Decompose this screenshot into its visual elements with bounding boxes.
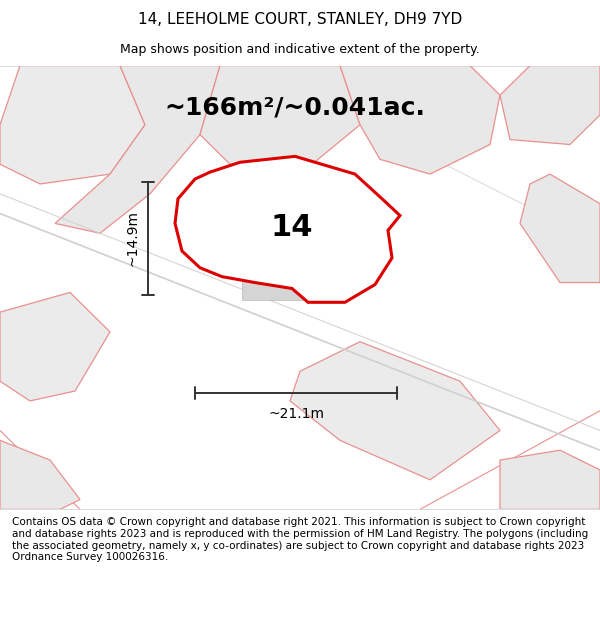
Polygon shape [500, 66, 600, 144]
Text: ~14.9m: ~14.9m [126, 210, 140, 266]
Text: Map shows position and indicative extent of the property.: Map shows position and indicative extent… [120, 42, 480, 56]
Text: Contains OS data © Crown copyright and database right 2021. This information is : Contains OS data © Crown copyright and d… [12, 518, 588, 562]
Polygon shape [55, 66, 220, 233]
Text: 14: 14 [271, 213, 313, 243]
Polygon shape [0, 292, 110, 401]
Polygon shape [200, 66, 360, 174]
Polygon shape [340, 66, 500, 174]
Polygon shape [175, 156, 400, 302]
Text: ~166m²/~0.041ac.: ~166m²/~0.041ac. [164, 95, 425, 119]
Polygon shape [290, 342, 500, 480]
Polygon shape [520, 174, 600, 282]
Polygon shape [500, 450, 600, 509]
Text: 14, LEEHOLME COURT, STANLEY, DH9 7YD: 14, LEEHOLME COURT, STANLEY, DH9 7YD [138, 12, 462, 27]
Text: ~21.1m: ~21.1m [268, 407, 324, 421]
Polygon shape [0, 441, 80, 509]
Polygon shape [242, 231, 330, 301]
Polygon shape [0, 66, 145, 184]
